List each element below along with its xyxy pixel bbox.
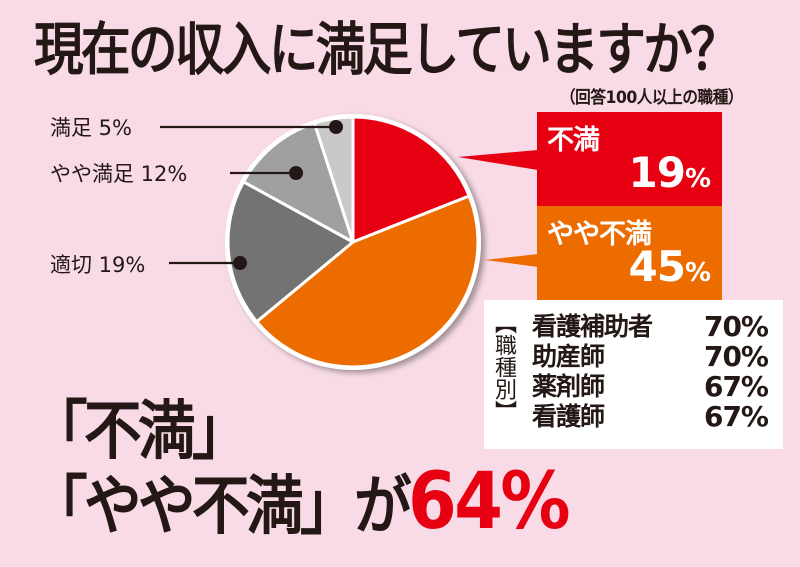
occupation-heading: 【職種別】 [491, 312, 516, 422]
occupation-breakdown-box: 【職種別】 看護補助者 70% 助産師 70% 薬剤師 67% 看護師 67% [484, 300, 783, 449]
headline-line-1: 「不満」 [30, 395, 250, 469]
pie-slice-appropriate [226, 180, 355, 324]
legend-label-satisfied: 満足 5% [50, 116, 132, 140]
occupation-pct: 70% [703, 340, 769, 373]
occupation-name: 薬剤師 [532, 372, 605, 401]
leader-dot-somewhat-satisfied [289, 166, 303, 180]
dissatisfied-value: 19% [628, 148, 711, 197]
headline-line-2: 「やや不満」が64% [30, 463, 571, 544]
legend-label-somewhat-satisfied: やや満足 12% [50, 162, 188, 186]
chart-subtitle: （回答100人以上の職種） [560, 88, 744, 108]
leader-dot-satisfied [329, 120, 343, 134]
occupation-row: 看護師 67% [532, 400, 769, 433]
legend-label-appropriate: 適切 19% [50, 253, 146, 277]
somewhat-dissatisfied-callout: やや不満 45% [537, 206, 722, 300]
occupation-pct: 67% [703, 400, 769, 433]
pie-slice-dissatisfied [351, 115, 471, 244]
somewhat-dissatisfied-value: 45% [628, 242, 711, 291]
chart-title: 現在の収入に満足していますか？ [34, 17, 740, 83]
occupation-pct: 70% [703, 310, 769, 343]
occupation-name: 看護師 [532, 402, 605, 431]
headline-total-value: 64% [408, 457, 571, 547]
pie-slice-somewhat-dissatisfied [255, 194, 480, 369]
occupation-row: 助産師 70% [532, 340, 769, 373]
dissatisfied-pointer [458, 150, 538, 170]
occupation-row: 薬剤師 67% [532, 370, 769, 403]
occupation-name: 助産師 [532, 342, 605, 371]
pie-slice-somewhat-satisfied [242, 121, 355, 244]
somewhat-dissatisfied-label: やや不満 [547, 219, 652, 250]
leader-dot-appropriate [233, 256, 247, 270]
dissatisfied-callout: 不満 19% [537, 112, 722, 206]
dissatisfied-label: 不満 [547, 125, 600, 156]
somewhat-dissatisfied-pointer [485, 254, 538, 267]
pie-slice-satisfied [312, 115, 355, 244]
occupation-name: 看護補助者 [532, 312, 653, 341]
headline-prefix: 「やや不満」が [30, 470, 412, 544]
occupation-row: 看護補助者 70% [532, 310, 769, 343]
occupation-pct: 67% [703, 370, 769, 403]
